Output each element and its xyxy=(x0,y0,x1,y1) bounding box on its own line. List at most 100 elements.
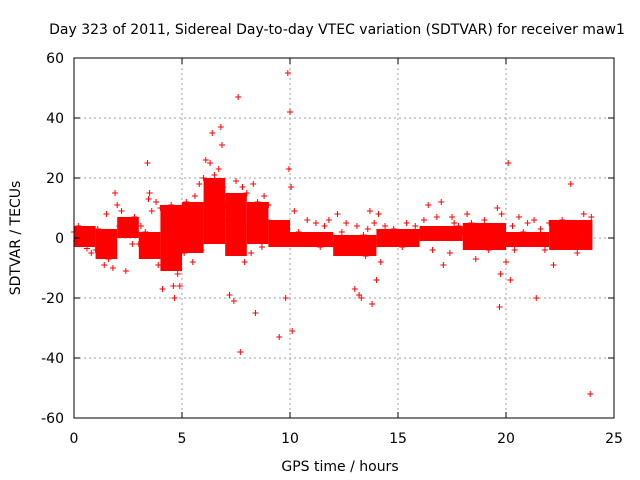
data-point xyxy=(181,250,188,256)
data-point xyxy=(358,295,365,301)
x-axis-label: GPS time / hours xyxy=(281,459,398,475)
data-point xyxy=(265,202,272,208)
data-point xyxy=(531,217,538,223)
x-tick-label: 10 xyxy=(281,431,299,447)
data-point xyxy=(498,211,505,217)
data-point xyxy=(464,211,471,217)
data-point xyxy=(451,220,458,226)
y-tick-label: -20 xyxy=(41,291,64,307)
data-point xyxy=(185,244,192,250)
dense-band-segment xyxy=(182,202,204,253)
data-point xyxy=(343,220,350,226)
data-point xyxy=(204,184,211,190)
data-point xyxy=(295,229,302,235)
data-point xyxy=(129,241,136,247)
data-point xyxy=(189,259,196,265)
dense-band-segment xyxy=(160,205,182,271)
data-point xyxy=(509,223,516,229)
data-point xyxy=(142,229,149,235)
data-point xyxy=(537,226,544,232)
data-point xyxy=(362,253,369,259)
data-point xyxy=(569,223,576,229)
data-point xyxy=(125,226,131,232)
data-point xyxy=(466,244,473,250)
x-tick-label: 20 xyxy=(497,431,515,447)
dense-band-segment xyxy=(74,226,96,247)
dense-data-band xyxy=(74,178,593,271)
dense-band-segment xyxy=(225,193,247,256)
data-point xyxy=(351,286,358,292)
data-point xyxy=(312,220,319,226)
data-point xyxy=(256,211,263,217)
data-point xyxy=(145,196,152,202)
data-point xyxy=(582,238,589,244)
data-point xyxy=(490,226,497,232)
data-point xyxy=(131,214,138,220)
data-point xyxy=(468,220,475,226)
data-point xyxy=(496,304,503,310)
data-point xyxy=(200,175,207,181)
data-point xyxy=(248,250,255,256)
y-axis-label: SDTVAR / TECUs xyxy=(8,181,24,296)
data-point xyxy=(235,94,242,100)
data-point xyxy=(578,226,585,232)
data-point xyxy=(567,181,574,187)
data-point xyxy=(224,217,231,223)
dense-band-segment xyxy=(246,202,269,244)
data-point xyxy=(334,211,341,217)
data-point xyxy=(269,241,276,247)
data-point xyxy=(168,202,175,208)
data-point xyxy=(375,211,382,217)
dense-band-segment xyxy=(268,220,290,247)
data-point xyxy=(449,214,455,220)
data-point xyxy=(127,220,134,226)
data-point xyxy=(153,199,160,205)
data-point xyxy=(83,245,90,252)
data-point xyxy=(176,283,183,289)
data-point xyxy=(364,226,371,232)
data-point xyxy=(446,250,453,256)
data-point xyxy=(252,310,259,316)
data-point xyxy=(507,277,514,283)
dense-band-segment xyxy=(333,235,377,256)
dense-band-segment xyxy=(462,223,506,250)
data-point xyxy=(159,286,166,292)
data-point xyxy=(485,247,492,253)
data-point xyxy=(77,230,84,237)
data-point xyxy=(217,124,224,130)
data-point xyxy=(215,166,222,172)
x-tick-labels: 0 5 10 15 20 25 xyxy=(70,431,623,447)
data-point xyxy=(284,70,291,76)
data-point xyxy=(144,160,151,166)
data-point xyxy=(371,220,378,226)
data-point xyxy=(288,184,295,190)
data-point xyxy=(135,241,142,247)
data-point xyxy=(282,295,289,301)
data-point xyxy=(211,172,218,178)
data-point xyxy=(116,223,123,229)
data-point xyxy=(338,229,345,235)
data-point xyxy=(407,241,414,247)
data-point xyxy=(254,199,261,205)
data-point xyxy=(263,217,270,223)
data-point xyxy=(438,199,445,205)
data-point xyxy=(382,223,389,229)
data-point xyxy=(174,271,181,277)
data-point xyxy=(241,259,248,265)
dense-band-segment xyxy=(203,178,226,244)
data-point xyxy=(239,184,246,190)
data-point xyxy=(330,241,337,247)
data-point xyxy=(585,220,592,226)
data-point xyxy=(366,208,373,214)
y-tick-labels: -60 -40 -20 0 20 40 60 xyxy=(41,51,64,427)
data-point xyxy=(148,208,155,214)
data-point xyxy=(353,223,360,229)
data-point xyxy=(360,232,367,238)
data-point xyxy=(503,259,509,265)
data-point xyxy=(588,214,595,220)
data-point xyxy=(274,220,281,226)
data-point xyxy=(146,190,153,196)
data-point xyxy=(528,241,535,247)
data-point xyxy=(440,262,447,268)
